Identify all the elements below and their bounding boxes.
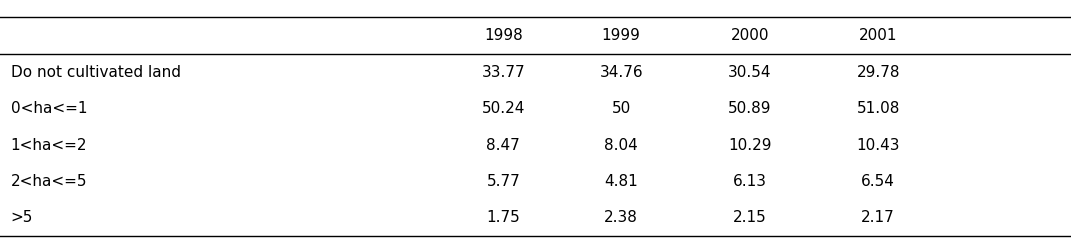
Text: 51.08: 51.08: [857, 101, 900, 116]
Text: 6.13: 6.13: [733, 174, 767, 189]
Text: 2001: 2001: [859, 28, 897, 43]
Text: 8.47: 8.47: [486, 138, 521, 153]
Text: 2<ha<=5: 2<ha<=5: [11, 174, 87, 189]
Text: 0<ha<=1: 0<ha<=1: [11, 101, 87, 116]
Text: 50.24: 50.24: [482, 101, 525, 116]
Text: 50: 50: [612, 101, 631, 116]
Text: 2000: 2000: [730, 28, 769, 43]
Text: 6.54: 6.54: [861, 174, 895, 189]
Text: 2.38: 2.38: [604, 211, 638, 225]
Text: 29.78: 29.78: [857, 65, 900, 80]
Text: Do not cultivated land: Do not cultivated land: [11, 65, 181, 80]
Text: 1999: 1999: [602, 28, 640, 43]
Text: 30.54: 30.54: [728, 65, 771, 80]
Text: 2.15: 2.15: [733, 211, 767, 225]
Text: 1998: 1998: [484, 28, 523, 43]
Text: 8.04: 8.04: [604, 138, 638, 153]
Text: 50.89: 50.89: [728, 101, 771, 116]
Text: 1.75: 1.75: [486, 211, 521, 225]
Text: 10.43: 10.43: [857, 138, 900, 153]
Text: 10.29: 10.29: [728, 138, 771, 153]
Text: 33.77: 33.77: [482, 65, 525, 80]
Text: 5.77: 5.77: [486, 174, 521, 189]
Text: >5: >5: [11, 211, 33, 225]
Text: 2.17: 2.17: [861, 211, 895, 225]
Text: 34.76: 34.76: [600, 65, 643, 80]
Text: 1<ha<=2: 1<ha<=2: [11, 138, 87, 153]
Text: 4.81: 4.81: [604, 174, 638, 189]
